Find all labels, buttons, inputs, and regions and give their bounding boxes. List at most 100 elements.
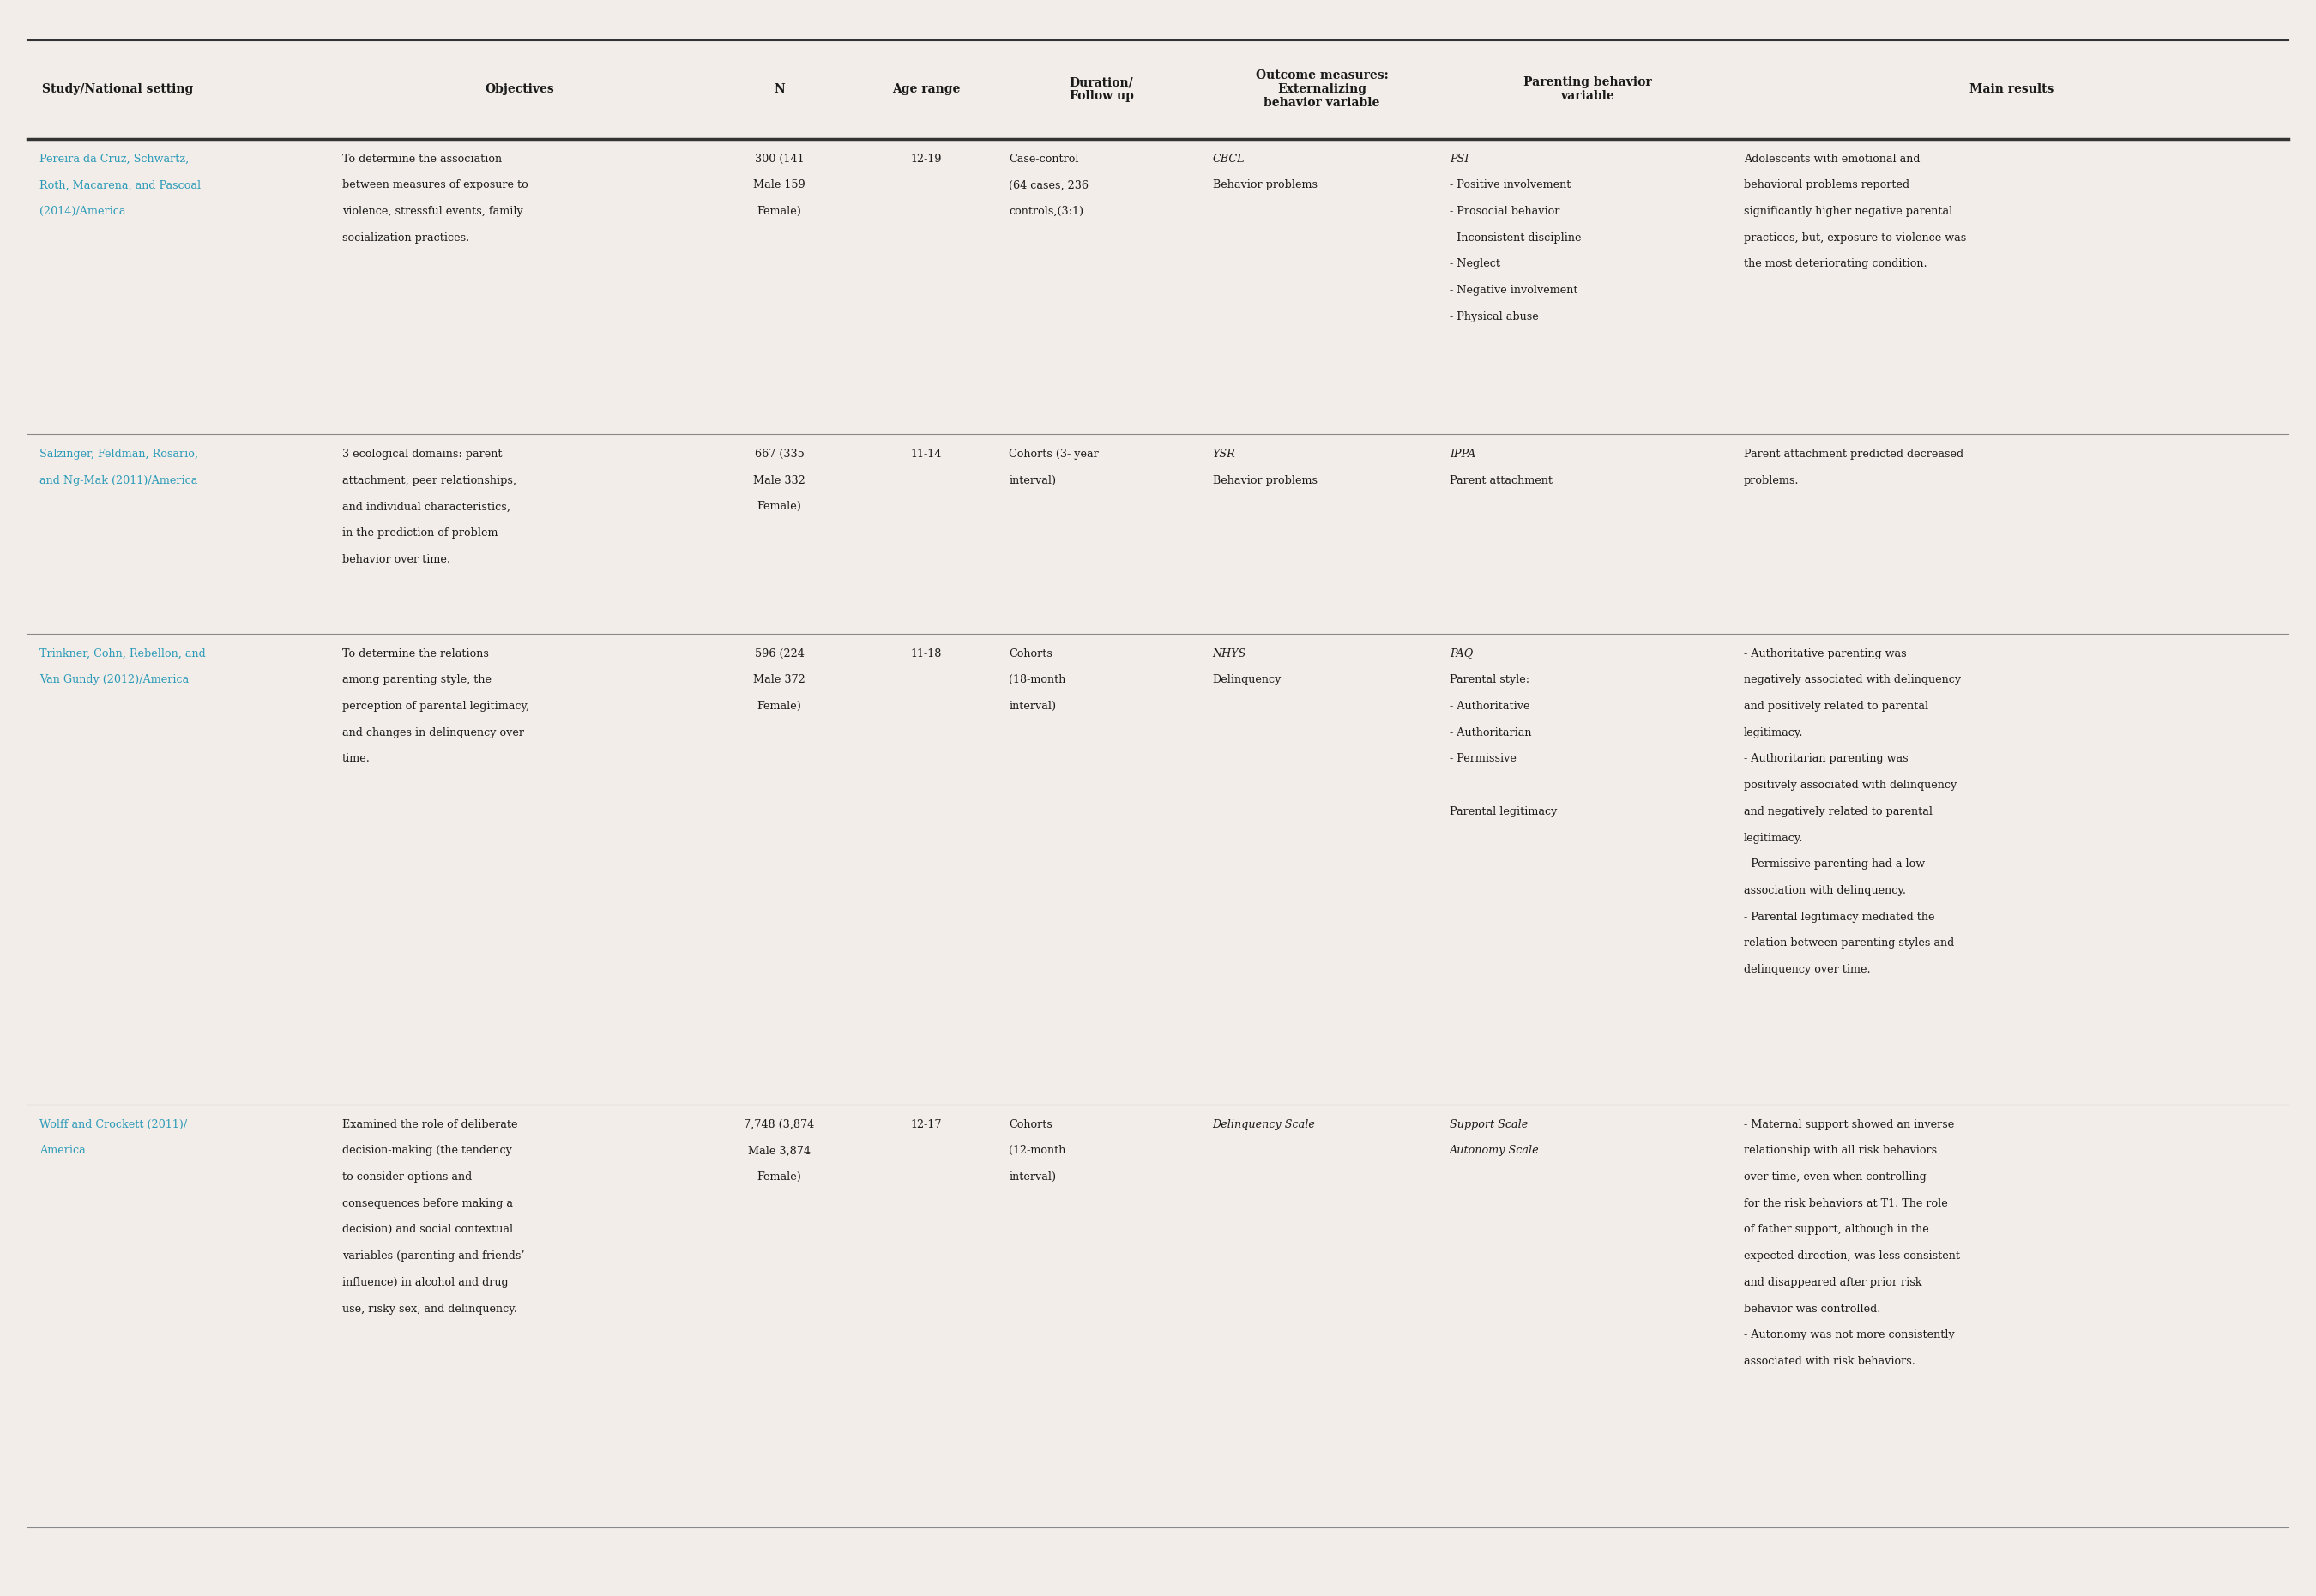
Text: among parenting style, the: among parenting style, the — [343, 674, 491, 685]
Text: - Prosocial behavior: - Prosocial behavior — [1450, 206, 1561, 217]
Text: To determine the relations: To determine the relations — [343, 648, 489, 659]
Text: Salzinger, Feldman, Rosario,: Salzinger, Feldman, Rosario, — [39, 448, 199, 460]
Text: YSR: YSR — [1214, 448, 1234, 460]
Text: Male 372: Male 372 — [753, 674, 806, 685]
Text: - Authoritarian parenting was: - Authoritarian parenting was — [1744, 753, 1908, 764]
Text: Male 3,874: Male 3,874 — [748, 1146, 811, 1156]
Text: legitimacy.: legitimacy. — [1744, 832, 1804, 843]
Text: Cohorts: Cohorts — [1010, 1119, 1054, 1130]
Text: (18-month: (18-month — [1010, 674, 1065, 685]
Text: Female): Female) — [757, 701, 801, 712]
Text: Cohorts: Cohorts — [1010, 648, 1054, 659]
Text: perception of parental legitimacy,: perception of parental legitimacy, — [343, 701, 530, 712]
Text: Parent attachment: Parent attachment — [1450, 476, 1552, 485]
Text: Parental legitimacy: Parental legitimacy — [1450, 806, 1556, 817]
Text: expected direction, was less consistent: expected direction, was less consistent — [1744, 1251, 1959, 1261]
Text: behavior was controlled.: behavior was controlled. — [1744, 1304, 1881, 1314]
Text: Parental style:: Parental style: — [1450, 674, 1529, 685]
Text: between measures of exposure to: between measures of exposure to — [343, 179, 528, 190]
Text: Female): Female) — [757, 206, 801, 217]
Text: in the prediction of problem: in the prediction of problem — [343, 527, 498, 538]
Text: and positively related to parental: and positively related to parental — [1744, 701, 1929, 712]
Text: the most deteriorating condition.: the most deteriorating condition. — [1744, 259, 1927, 270]
Text: (64 cases, 236: (64 cases, 236 — [1010, 179, 1089, 190]
Text: - Permissive parenting had a low: - Permissive parenting had a low — [1744, 859, 1925, 870]
Text: - Authoritative parenting was: - Authoritative parenting was — [1744, 648, 1906, 659]
Text: Delinquency Scale: Delinquency Scale — [1214, 1119, 1315, 1130]
Text: significantly higher negative parental: significantly higher negative parental — [1744, 206, 1952, 217]
Text: Main results: Main results — [1969, 83, 2054, 96]
Text: Study/National setting: Study/National setting — [42, 83, 192, 96]
Text: Roth, Macarena, and Pascoal: Roth, Macarena, and Pascoal — [39, 179, 201, 190]
Text: positively associated with delinquency: positively associated with delinquency — [1744, 779, 1957, 790]
Text: decision-making (the tendency: decision-making (the tendency — [343, 1146, 512, 1156]
Text: socialization practices.: socialization practices. — [343, 231, 470, 243]
Text: violence, stressful events, family: violence, stressful events, family — [343, 206, 523, 217]
Text: - Physical abuse: - Physical abuse — [1450, 311, 1538, 322]
Text: Female): Female) — [757, 1171, 801, 1183]
Text: to consider options and: to consider options and — [343, 1171, 472, 1183]
Text: for the risk behaviors at T1. The role: for the risk behaviors at T1. The role — [1744, 1197, 1948, 1208]
Text: N: N — [774, 83, 785, 96]
Text: behavior over time.: behavior over time. — [343, 554, 449, 565]
Text: Wolff and Crockett (2011)/: Wolff and Crockett (2011)/ — [39, 1119, 188, 1130]
Text: - Permissive: - Permissive — [1450, 753, 1517, 764]
Text: of father support, although in the: of father support, although in the — [1744, 1224, 1929, 1235]
Text: Examined the role of deliberate: Examined the role of deliberate — [343, 1119, 519, 1130]
Text: NHYS: NHYS — [1214, 648, 1246, 659]
Text: Male 159: Male 159 — [753, 179, 806, 190]
Text: interval): interval) — [1010, 701, 1056, 712]
Text: PSI: PSI — [1450, 153, 1468, 164]
Text: consequences before making a: consequences before making a — [343, 1197, 512, 1208]
Text: Outcome measures:
Externalizing
behavior variable: Outcome measures: Externalizing behavior… — [1255, 70, 1387, 109]
Text: 300 (141: 300 (141 — [755, 153, 804, 164]
Text: legitimacy.: legitimacy. — [1744, 726, 1804, 737]
Text: IPPA: IPPA — [1450, 448, 1475, 460]
Text: influence) in alcohol and drug: influence) in alcohol and drug — [343, 1277, 507, 1288]
Text: over time, even when controlling: over time, even when controlling — [1744, 1171, 1927, 1183]
Text: Duration/
Follow up: Duration/ Follow up — [1070, 77, 1133, 102]
Text: 11-14: 11-14 — [910, 448, 943, 460]
Text: decision) and social contextual: decision) and social contextual — [343, 1224, 514, 1235]
Text: 12-19: 12-19 — [910, 153, 943, 164]
Text: Parenting behavior
variable: Parenting behavior variable — [1524, 77, 1651, 102]
Text: (2014)/America: (2014)/America — [39, 206, 125, 217]
Text: Objectives: Objectives — [484, 83, 554, 96]
Text: delinquency over time.: delinquency over time. — [1744, 964, 1871, 975]
Text: - Parental legitimacy mediated the: - Parental legitimacy mediated the — [1744, 911, 1934, 922]
Text: Trinkner, Cohn, Rebellon, and: Trinkner, Cohn, Rebellon, and — [39, 648, 206, 659]
Text: Behavior problems: Behavior problems — [1214, 476, 1318, 485]
Text: - Inconsistent discipline: - Inconsistent discipline — [1450, 231, 1582, 243]
Text: time.: time. — [343, 753, 371, 764]
Text: 11-18: 11-18 — [910, 648, 943, 659]
Text: negatively associated with delinquency: negatively associated with delinquency — [1744, 674, 1962, 685]
Text: Cohorts (3- year: Cohorts (3- year — [1010, 448, 1098, 460]
Text: - Authoritative: - Authoritative — [1450, 701, 1531, 712]
Text: Van Gundy (2012)/America: Van Gundy (2012)/America — [39, 674, 190, 685]
Text: attachment, peer relationships,: attachment, peer relationships, — [343, 476, 516, 485]
Text: PAQ: PAQ — [1450, 648, 1473, 659]
Text: Behavior problems: Behavior problems — [1214, 179, 1318, 190]
Text: 667 (335: 667 (335 — [755, 448, 804, 460]
Text: Male 332: Male 332 — [753, 476, 806, 485]
Text: variables (parenting and friends’: variables (parenting and friends’ — [343, 1251, 523, 1261]
Text: and negatively related to parental: and negatively related to parental — [1744, 806, 1932, 817]
Text: - Maternal support showed an inverse: - Maternal support showed an inverse — [1744, 1119, 1955, 1130]
Text: America: America — [39, 1146, 86, 1156]
Text: 7,748 (3,874: 7,748 (3,874 — [743, 1119, 815, 1130]
Text: (12-month: (12-month — [1010, 1146, 1065, 1156]
Text: Female): Female) — [757, 501, 801, 512]
Text: Case-control: Case-control — [1010, 153, 1079, 164]
Text: Delinquency: Delinquency — [1214, 674, 1281, 685]
Text: Age range: Age range — [892, 83, 961, 96]
Text: interval): interval) — [1010, 476, 1056, 485]
Text: association with delinquency.: association with delinquency. — [1744, 884, 1906, 895]
Text: Adolescents with emotional and: Adolescents with emotional and — [1744, 153, 1920, 164]
Text: practices, but, exposure to violence was: practices, but, exposure to violence was — [1744, 231, 1966, 243]
Text: controls,(3:1): controls,(3:1) — [1010, 206, 1084, 217]
Text: and changes in delinquency over: and changes in delinquency over — [343, 726, 523, 737]
Text: - Positive involvement: - Positive involvement — [1450, 179, 1570, 190]
Text: - Autonomy was not more consistently: - Autonomy was not more consistently — [1744, 1329, 1955, 1341]
Text: To determine the association: To determine the association — [343, 153, 503, 164]
Text: Support Scale: Support Scale — [1450, 1119, 1529, 1130]
